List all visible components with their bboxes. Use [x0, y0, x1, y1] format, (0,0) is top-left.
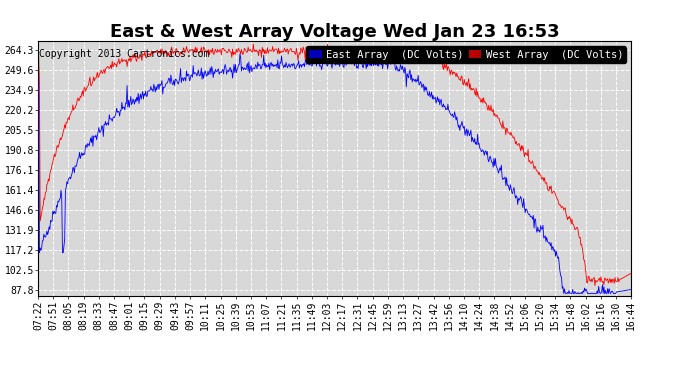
Legend: East Array  (DC Volts), West Array  (DC Volts): East Array (DC Volts), West Array (DC Vo…: [306, 46, 626, 63]
Text: Copyright 2013 Cartronics.com: Copyright 2013 Cartronics.com: [39, 49, 209, 59]
Title: East & West Array Voltage Wed Jan 23 16:53: East & West Array Voltage Wed Jan 23 16:…: [110, 23, 560, 41]
